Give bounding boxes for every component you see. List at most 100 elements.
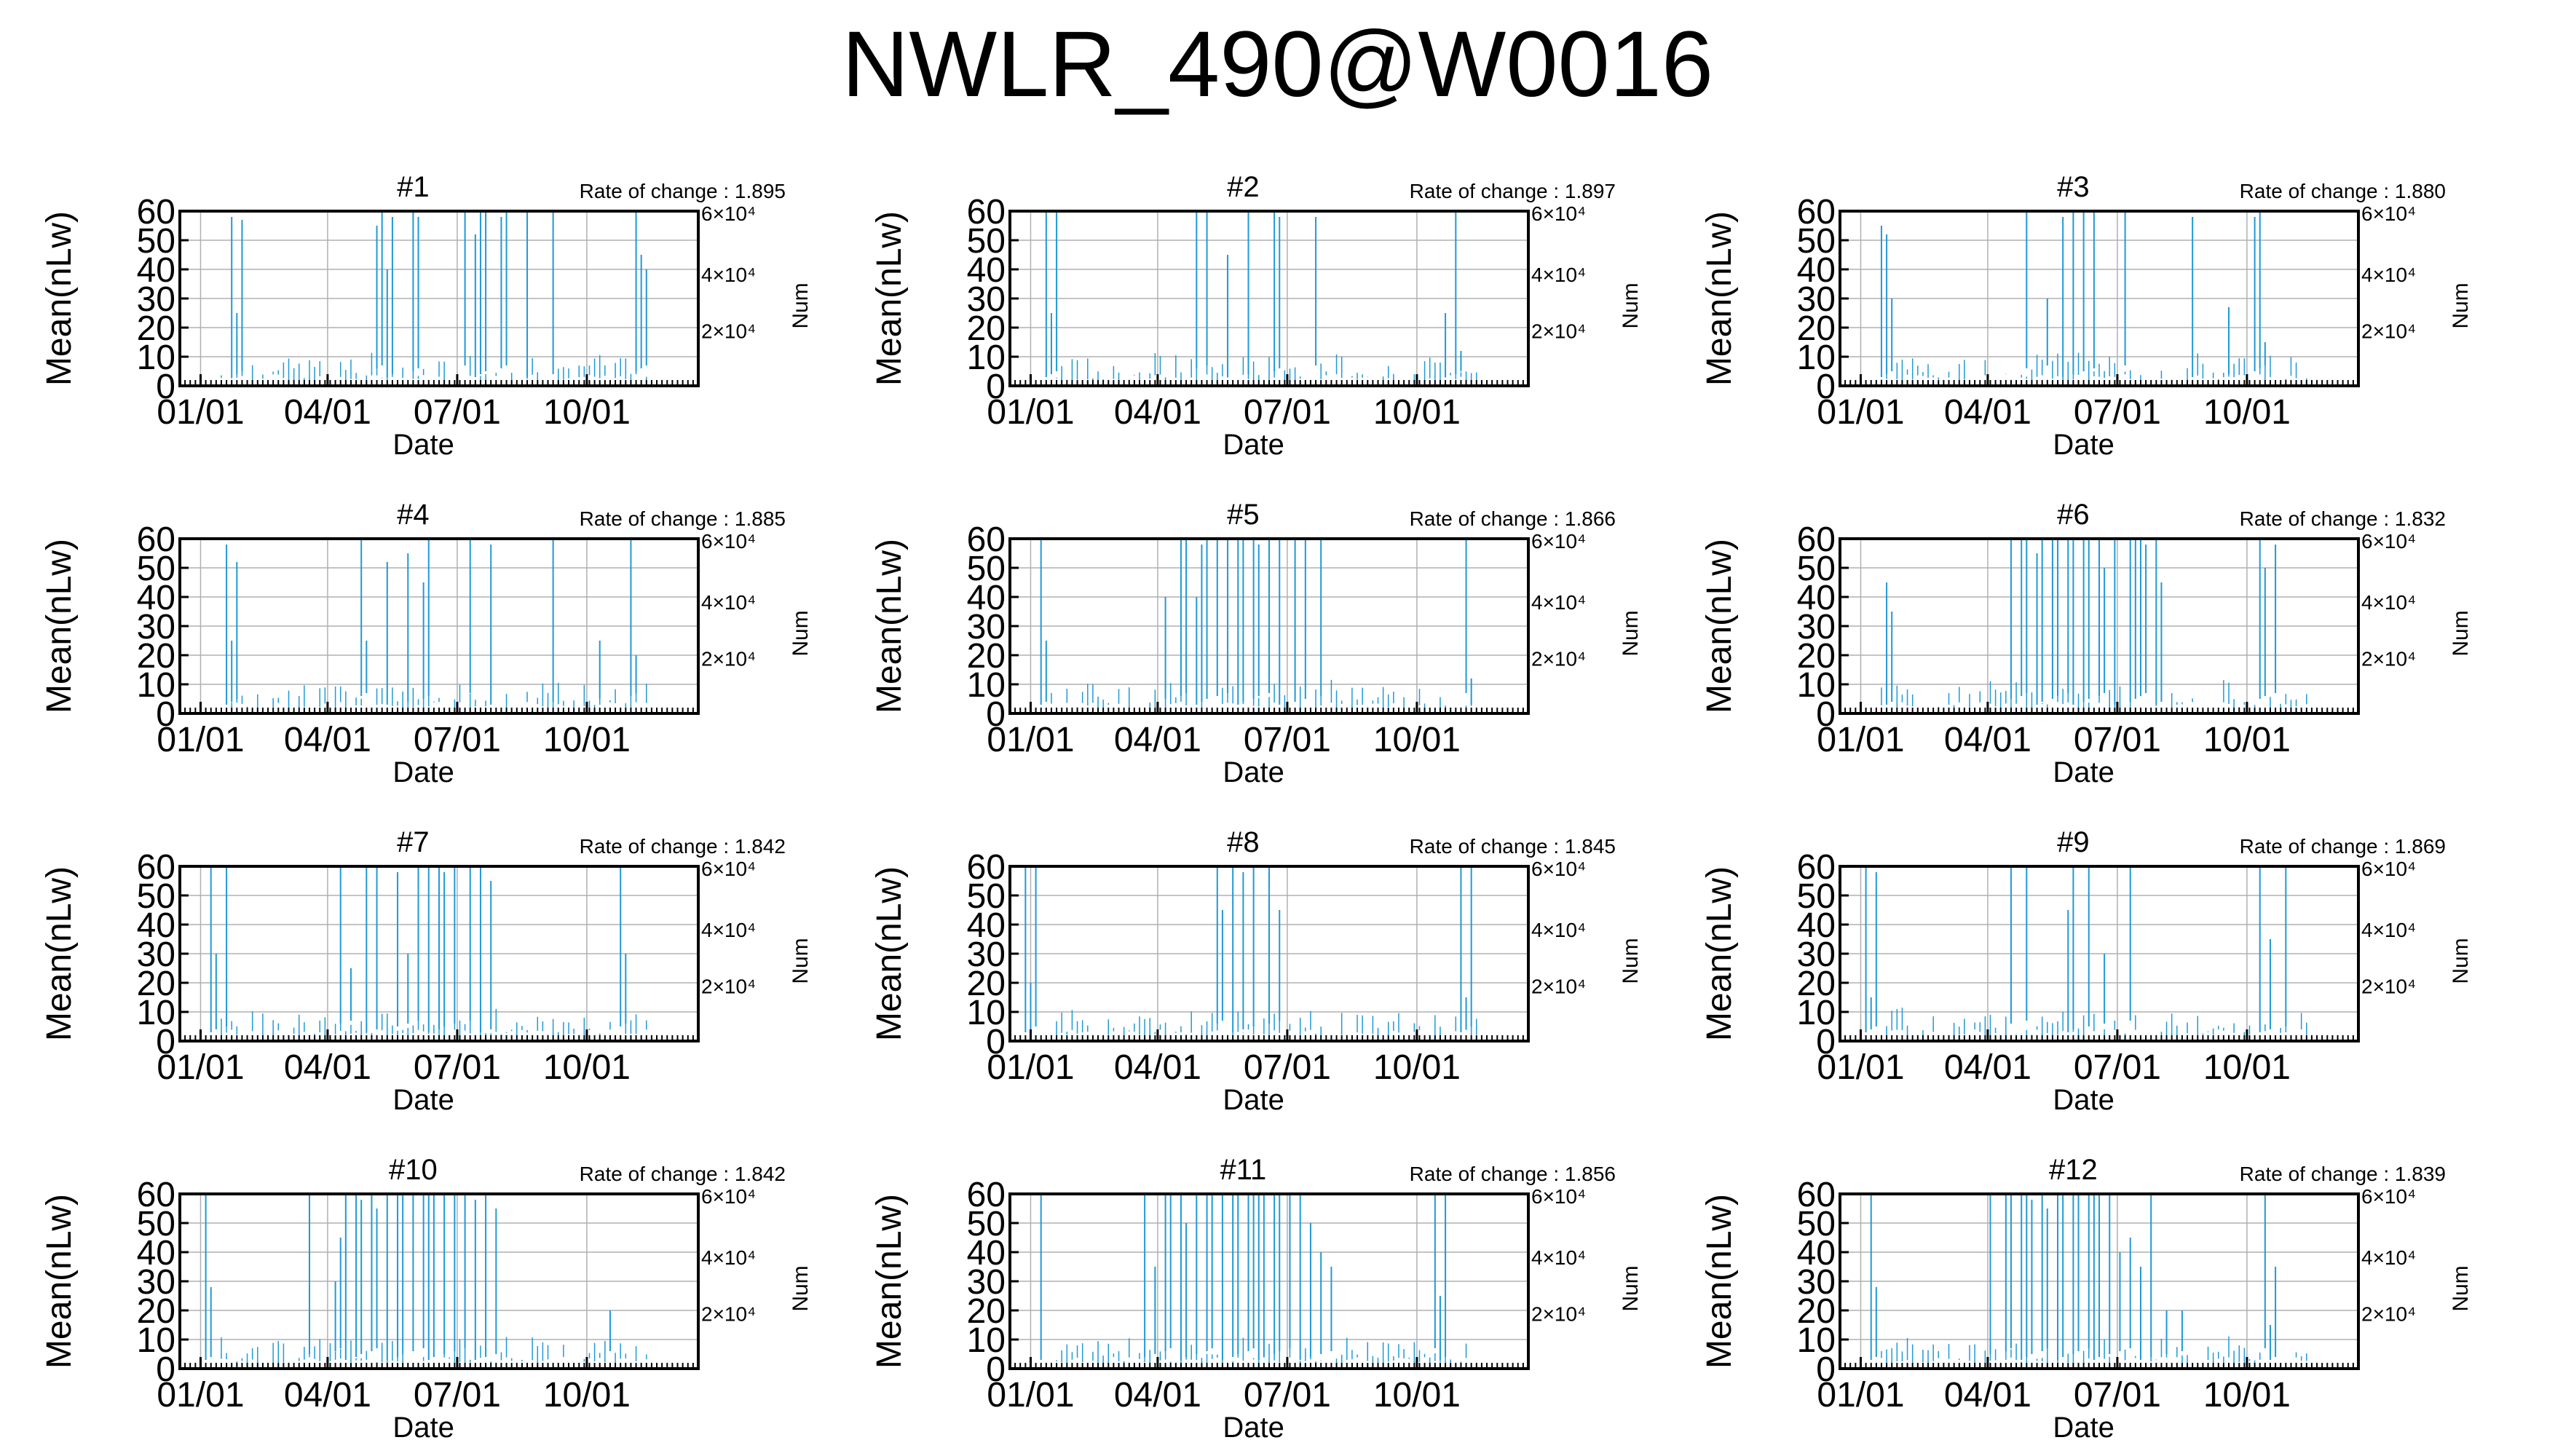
y2-tick-label: 2×10⁴	[701, 320, 756, 342]
x-tick-label: 04/01	[284, 1376, 371, 1415]
y-tick-label: 0	[156, 1350, 175, 1389]
y-tick-label: 50	[1797, 550, 1836, 588]
rate-of-change-label: Rate of change : 1.897	[1410, 180, 1616, 202]
y2-tick-label: 6×10⁴	[1531, 1185, 1586, 1208]
y-tick-label: 50	[967, 222, 1006, 261]
x-axis-label: Date	[392, 1084, 454, 1116]
y-tick-label: 60	[137, 521, 175, 559]
y-axis-label: Mean(nLw)	[1700, 211, 1739, 386]
y-tick-label: 10	[137, 994, 175, 1032]
y-axis-label: Mean(nLw)	[870, 1194, 909, 1369]
y-tick-label: 30	[137, 608, 175, 646]
y-tick-label: 50	[137, 222, 175, 261]
y-tick-label: 20	[1797, 1292, 1836, 1331]
rate-of-change-label: Rate of change : 1.895	[580, 180, 786, 202]
y2-tick-label: 2×10⁴	[2361, 975, 2416, 997]
rate-of-change-label: Rate of change : 1.856	[1410, 1163, 1616, 1185]
y-tick-label: 10	[967, 1321, 1006, 1360]
y2-axis-label: Num	[2449, 282, 2473, 328]
x-tick-label: 01/01	[157, 1376, 244, 1415]
y-tick-label: 20	[137, 965, 175, 1003]
x-axis-label: Date	[1223, 1412, 1284, 1444]
y2-tick-label: 4×10⁴	[1531, 1246, 1586, 1269]
x-tick-label: 07/01	[414, 721, 501, 759]
x-tick-label: 10/01	[1373, 1048, 1461, 1087]
y-tick-label: 30	[1797, 935, 1836, 974]
y-tick-label: 40	[1797, 1234, 1836, 1273]
y-tick-label: 10	[1797, 666, 1836, 705]
y-tick-label: 60	[967, 848, 1006, 887]
x-tick-label: 10/01	[2203, 721, 2291, 759]
x-tick-label: 10/01	[543, 1048, 631, 1087]
x-tick-label: 04/01	[284, 1048, 371, 1087]
x-tick-label: 07/01	[1244, 1048, 1331, 1087]
y-tick-label: 40	[1797, 579, 1836, 617]
y-tick-label: 0	[986, 1350, 1006, 1389]
x-tick-label: 04/01	[1944, 1376, 2031, 1415]
y2-tick-label: 4×10⁴	[701, 264, 756, 286]
y-tick-label: 10	[137, 666, 175, 705]
x-tick-label: 10/01	[543, 393, 631, 432]
rate-of-change-label: Rate of change : 1.880	[2240, 180, 2446, 202]
x-tick-label: 04/01	[1114, 1376, 1201, 1415]
panel-title: #5	[1227, 499, 1260, 531]
y-tick-label: 60	[137, 193, 175, 232]
y2-axis-label: Num	[1619, 1265, 1643, 1311]
panel-title: #8	[1227, 826, 1260, 858]
x-tick-label: 04/01	[1944, 393, 2031, 432]
y-axis-label: Mean(nLw)	[1700, 539, 1739, 713]
y-tick-label: 40	[137, 1234, 175, 1273]
y-tick-label: 30	[1797, 280, 1836, 319]
y2-axis-label: Num	[2449, 610, 2473, 656]
y2-tick-label: 6×10⁴	[701, 858, 756, 880]
x-tick-label: 01/01	[1817, 1376, 1904, 1415]
x-tick-label: 01/01	[1817, 721, 1904, 759]
y2-tick-label: 4×10⁴	[2361, 1246, 2416, 1269]
rate-of-change-label: Rate of change : 1.845	[1410, 835, 1616, 858]
y2-axis-label: Num	[789, 1265, 813, 1311]
y-axis-label: Mean(nLw)	[870, 539, 909, 713]
x-axis-label: Date	[1223, 1084, 1284, 1116]
y-tick-label: 0	[986, 1023, 1006, 1061]
y2-tick-label: 2×10⁴	[701, 647, 756, 670]
panel-title: #4	[397, 499, 430, 531]
y-tick-label: 0	[156, 368, 175, 406]
y2-tick-label: 2×10⁴	[1531, 320, 1586, 342]
panel-title: #9	[2057, 826, 2090, 858]
x-tick-label: 10/01	[543, 721, 631, 759]
x-tick-label: 01/01	[987, 393, 1074, 432]
x-axis-label: Date	[2053, 429, 2114, 461]
x-tick-label: 01/01	[157, 393, 244, 432]
panel-title: #1	[397, 171, 430, 203]
rate-of-change-label: Rate of change : 1.885	[580, 507, 786, 530]
x-tick-label: 07/01	[1244, 721, 1331, 759]
y2-tick-label: 4×10⁴	[2361, 919, 2416, 941]
x-tick-label: 04/01	[1114, 1048, 1201, 1087]
x-tick-label: 04/01	[284, 393, 371, 432]
y-axis-label: Mean(nLw)	[870, 866, 909, 1041]
rate-of-change-label: Rate of change : 1.869	[2240, 835, 2446, 858]
y-tick-label: 50	[1797, 1205, 1836, 1243]
x-tick-label: 10/01	[1373, 1376, 1461, 1415]
y-tick-label: 20	[1797, 309, 1836, 348]
y-tick-label: 0	[1816, 695, 1836, 734]
x-axis-label: Date	[1223, 756, 1284, 788]
y-tick-label: 10	[1797, 1321, 1836, 1360]
y2-axis-label: Num	[789, 282, 813, 328]
y2-tick-label: 4×10⁴	[2361, 591, 2416, 614]
y2-tick-label: 2×10⁴	[701, 1302, 756, 1325]
y-tick-label: 30	[967, 280, 1006, 319]
y2-tick-label: 6×10⁴	[2361, 530, 2416, 553]
y-tick-label: 10	[1797, 994, 1836, 1032]
y-tick-label: 0	[1816, 1350, 1836, 1389]
y-axis-label: Mean(nLw)	[1700, 866, 1739, 1041]
x-tick-label: 04/01	[284, 721, 371, 759]
y-tick-label: 40	[137, 579, 175, 617]
rate-of-change-label: Rate of change : 1.842	[580, 1163, 786, 1185]
x-tick-label: 10/01	[2203, 1376, 2291, 1415]
y2-tick-label: 6×10⁴	[2361, 858, 2416, 880]
